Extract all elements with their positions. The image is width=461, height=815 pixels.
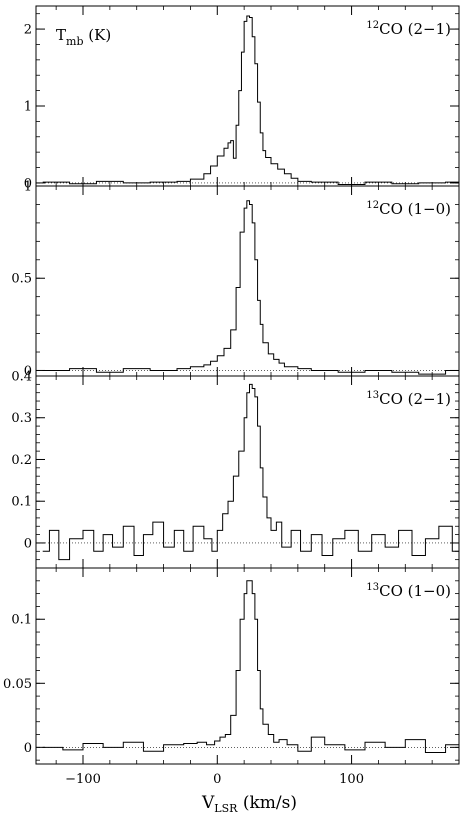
transition-text: CO (1−0)	[379, 200, 451, 218]
spectrum-line	[42, 383, 460, 561]
transition-label: 13CO (1−0)	[366, 582, 451, 600]
y-tick-label: 0	[24, 536, 32, 551]
y-tick-label: 1	[24, 180, 32, 195]
y-tick-label: 0.3	[11, 411, 32, 426]
isotope-superscript: 13	[366, 582, 379, 593]
spectrum-line	[42, 200, 459, 375]
y-quantity-label: Tmb (K)	[56, 26, 111, 48]
transition-text: CO (2−1)	[379, 20, 451, 38]
y-tick-label: 0.05	[3, 677, 32, 692]
y-tick-label: 0.2	[11, 453, 32, 468]
transition-label: 13CO (2−1)	[366, 390, 451, 408]
y-tick-label: 0.4	[11, 370, 32, 385]
panel-frame	[35, 567, 460, 765]
y-tick-label: 0.1	[11, 495, 32, 510]
y-tick-label: 0	[24, 364, 32, 379]
isotope-superscript: 13	[366, 390, 379, 401]
transition-label: 12CO (2−1)	[366, 20, 451, 38]
spectrum-panel-1: 012 12CO (2−1)Tmb (K)	[24, 5, 460, 191]
x-tick-label: 100	[339, 772, 364, 787]
spectrum-line	[42, 15, 460, 185]
spectrum-line	[42, 580, 460, 753]
y-tick-label: 0	[24, 176, 32, 191]
isotope-superscript: 12	[366, 20, 379, 31]
y-tick-label: 0.5	[11, 272, 32, 287]
x-axis-title: VLSR (km/s)	[201, 793, 297, 815]
x-tick-label: 0	[213, 772, 221, 787]
transition-text: CO (1−0)	[379, 582, 451, 600]
y-tick-label: 1	[24, 100, 32, 115]
x-tick-label: −100	[65, 772, 101, 787]
y-tick-label: 0	[24, 741, 32, 756]
isotope-superscript: 12	[366, 200, 379, 211]
y-tick-label: 2	[24, 23, 32, 38]
spectrum-panel-3: 0 0.1 0.2 0.3 0.4 13CO (2−1)	[11, 370, 460, 569]
spectrum-panel-4: 0 0.05 0.1 13CO (1−0)	[3, 567, 460, 765]
spectrum-panel-2: 0 0.5 1 12CO (1−0)	[11, 180, 460, 379]
transition-label: 12CO (1−0)	[366, 200, 451, 218]
y-tick-label: 0.1	[11, 613, 32, 628]
transition-text: CO (2−1)	[379, 390, 451, 408]
